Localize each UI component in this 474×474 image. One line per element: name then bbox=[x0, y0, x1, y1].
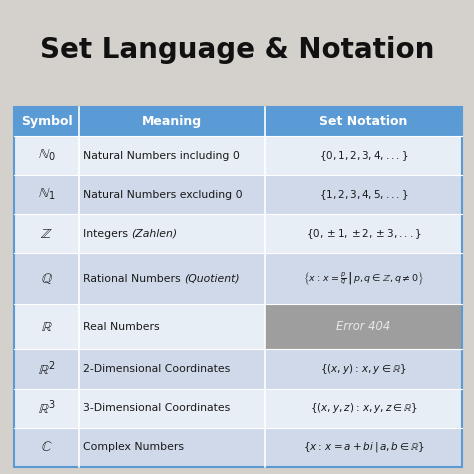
Text: $\mathbb{R}$: $\mathbb{R}$ bbox=[41, 320, 53, 334]
Text: $\{x{:}\, x = a + bi\,|\,a, b \in \mathbb{R}\}$: $\{x{:}\, x = a + bi\,|\,a, b \in \mathb… bbox=[302, 440, 425, 454]
Text: (Quotient): (Quotient) bbox=[184, 274, 240, 284]
Text: Rational Numbers: Rational Numbers bbox=[83, 274, 184, 284]
Text: Integers: Integers bbox=[83, 229, 131, 239]
Text: Natural Numbers including 0: Natural Numbers including 0 bbox=[83, 151, 240, 161]
Text: $\mathbb{Q}$: $\mathbb{Q}$ bbox=[41, 272, 53, 286]
Bar bbox=[14, 214, 79, 254]
Bar bbox=[265, 389, 462, 428]
Bar bbox=[79, 107, 265, 136]
Bar bbox=[14, 107, 79, 136]
Bar bbox=[79, 175, 265, 214]
Bar bbox=[79, 389, 265, 428]
Text: $\mathbb{Z}$: $\mathbb{Z}$ bbox=[40, 227, 53, 241]
Text: (Zahlen): (Zahlen) bbox=[131, 229, 178, 239]
Bar bbox=[14, 175, 79, 214]
Bar bbox=[265, 214, 462, 254]
Bar bbox=[79, 214, 265, 254]
Text: Set Language & Notation: Set Language & Notation bbox=[40, 36, 434, 64]
Text: $\{(x, y, z){:}\, x, y, z \in \mathbb{R}\}$: $\{(x, y, z){:}\, x, y, z \in \mathbb{R}… bbox=[310, 401, 418, 415]
Bar bbox=[14, 254, 79, 304]
Bar bbox=[14, 428, 79, 467]
Bar bbox=[265, 254, 462, 304]
Bar bbox=[79, 136, 265, 175]
Bar bbox=[265, 304, 462, 349]
Text: $\{0, 1, 2, 3, 4, ...\}$: $\{0, 1, 2, 3, 4, ...\}$ bbox=[319, 149, 408, 163]
Bar bbox=[265, 428, 462, 467]
Text: 2-Dimensional Coordinates: 2-Dimensional Coordinates bbox=[83, 364, 230, 374]
Text: Error 404: Error 404 bbox=[337, 320, 391, 333]
Bar bbox=[14, 349, 79, 389]
Bar bbox=[79, 304, 265, 349]
Text: $\mathbb{C}$: $\mathbb{C}$ bbox=[41, 440, 53, 454]
Text: $\{1, 2, 3, 4, 5, ...\}$: $\{1, 2, 3, 4, 5, ...\}$ bbox=[319, 188, 408, 201]
Text: $\left\{x{:}\, x = \frac{p}{q}\,\middle|\,p, q \in \mathbb{Z}, q \neq 0\right\}$: $\left\{x{:}\, x = \frac{p}{q}\,\middle|… bbox=[303, 271, 424, 287]
Bar bbox=[79, 428, 265, 467]
Text: $\mathbb{N}_1$: $\mathbb{N}_1$ bbox=[38, 187, 55, 202]
Text: $\{0, \pm1, \pm2, \pm3, ...\}$: $\{0, \pm1, \pm2, \pm3, ...\}$ bbox=[306, 227, 421, 241]
Bar bbox=[265, 349, 462, 389]
Bar bbox=[14, 389, 79, 428]
Text: Set Notation: Set Notation bbox=[319, 115, 408, 128]
Text: $\mathbb{N}_0$: $\mathbb{N}_0$ bbox=[38, 148, 55, 164]
Bar bbox=[14, 136, 79, 175]
Text: Real Numbers: Real Numbers bbox=[83, 322, 160, 332]
Text: 3-Dimensional Coordinates: 3-Dimensional Coordinates bbox=[83, 403, 230, 413]
Bar bbox=[14, 304, 79, 349]
Bar bbox=[265, 175, 462, 214]
Text: Symbol: Symbol bbox=[21, 115, 73, 128]
Bar bbox=[79, 349, 265, 389]
Text: $\mathbb{R}^3$: $\mathbb{R}^3$ bbox=[38, 399, 55, 418]
Bar bbox=[14, 107, 462, 467]
Text: Complex Numbers: Complex Numbers bbox=[83, 442, 184, 452]
Bar bbox=[79, 254, 265, 304]
Text: $\{(x, y){:}\, x, y \in \mathbb{R}\}$: $\{(x, y){:}\, x, y \in \mathbb{R}\}$ bbox=[320, 362, 407, 376]
Text: $\mathbb{R}^2$: $\mathbb{R}^2$ bbox=[38, 360, 55, 378]
Text: Meaning: Meaning bbox=[142, 115, 202, 128]
Bar bbox=[265, 136, 462, 175]
Bar bbox=[265, 107, 462, 136]
Text: Natural Numbers excluding 0: Natural Numbers excluding 0 bbox=[83, 190, 243, 200]
